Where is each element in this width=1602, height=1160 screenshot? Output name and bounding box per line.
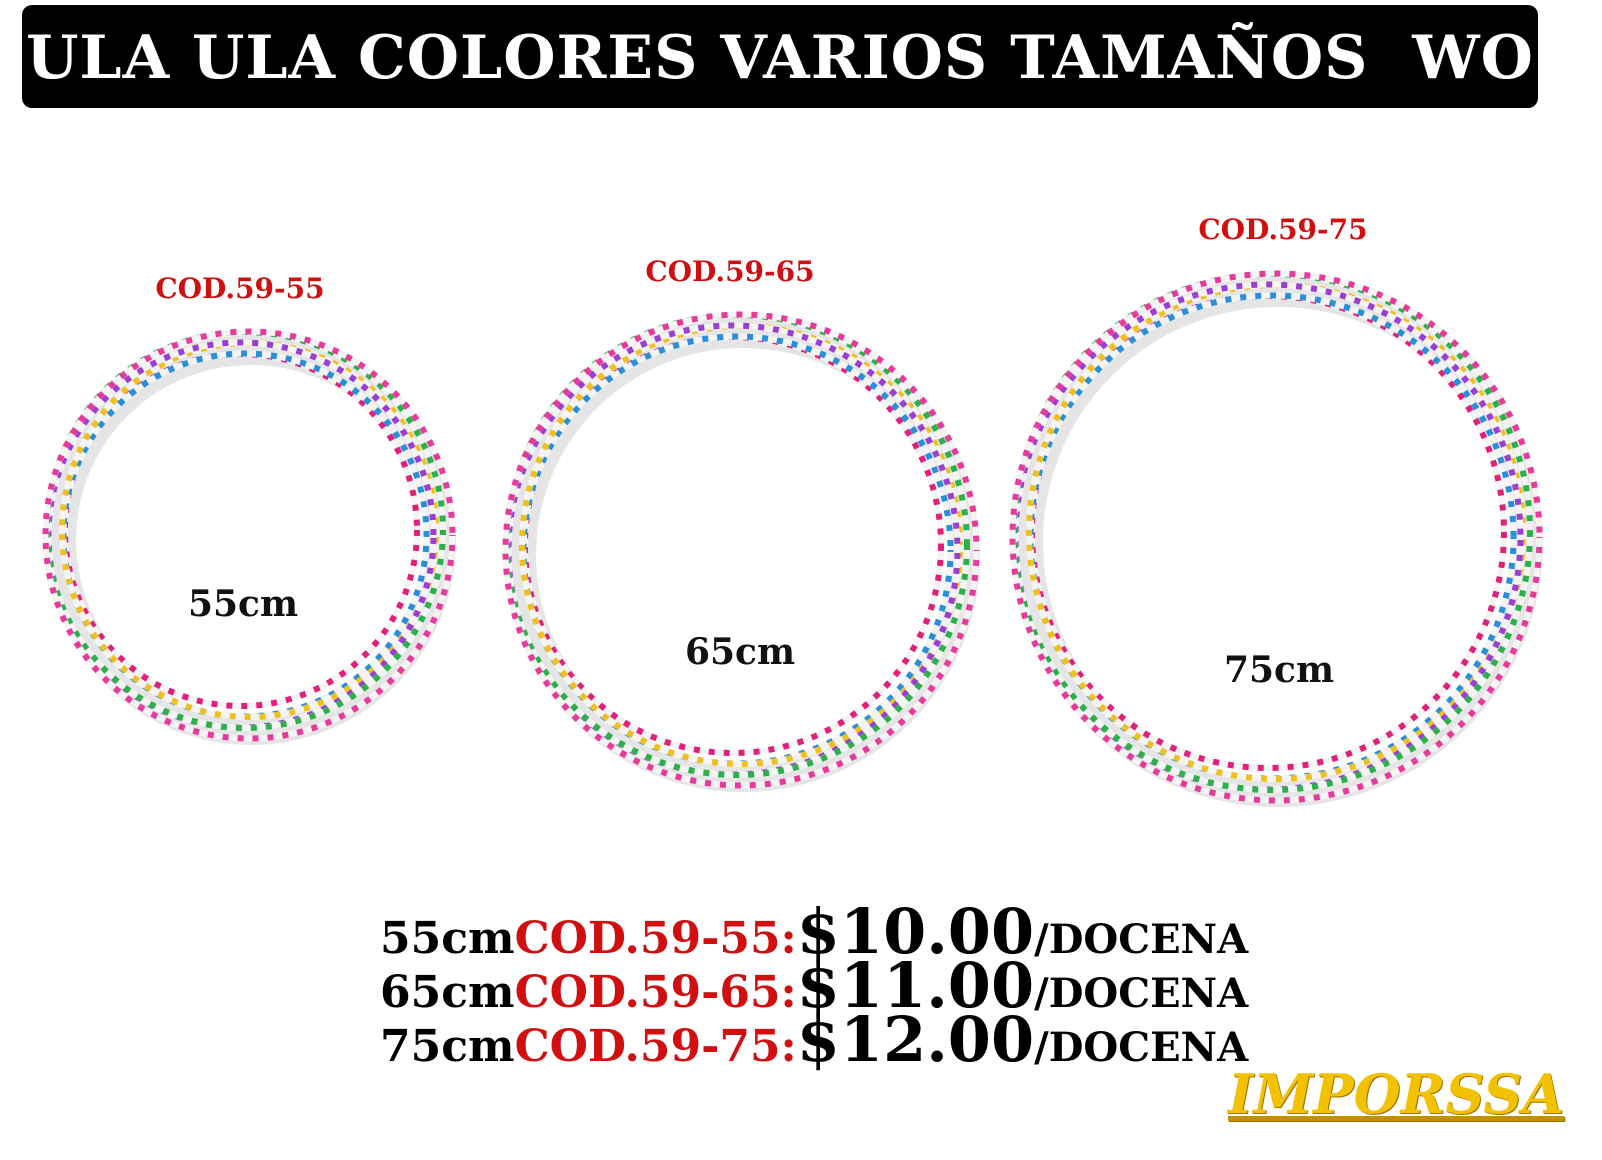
hoop-stripe xyxy=(42,328,456,742)
title-bar: ULA ULA COLORES VARIOS TAMAÑOS WO xyxy=(22,5,1538,108)
hoop-stripe xyxy=(1009,270,1543,804)
hoop-stripe xyxy=(520,333,954,767)
brand: IMPORSSA xyxy=(1228,1062,1565,1126)
price-unit: /DOCENA xyxy=(1034,916,1249,963)
hoop-code: COD.59-75 xyxy=(1198,213,1368,246)
price-unit: /DOCENA xyxy=(1034,1024,1249,1071)
hoop-stripe xyxy=(502,311,980,789)
hoop-size: 65cm xyxy=(684,631,796,673)
price-code: COD.59-55: xyxy=(514,913,797,964)
price-line: 65cm COD.59-65: $11.00/DOCENA xyxy=(380,949,1248,1022)
price-size: 55cm xyxy=(380,913,515,964)
price: $11.00 xyxy=(796,949,1035,1022)
price-size: 75cm xyxy=(380,1021,515,1072)
price: $12.00 xyxy=(796,1003,1035,1076)
price-code: COD.59-65: xyxy=(514,967,797,1018)
hoop-code: COD.59-55 xyxy=(155,272,325,305)
price-line: 55cm COD.59-55: $10.00/DOCENA xyxy=(380,895,1248,968)
price-size: 65cm xyxy=(380,967,515,1018)
price-line: 75cm COD.59-75: $12.00/DOCENA xyxy=(380,1003,1248,1076)
hoop-size: 55cm xyxy=(187,583,299,625)
price-unit: /DOCENA xyxy=(1034,970,1249,1017)
hoop-code: COD.59-65 xyxy=(645,255,815,288)
price: $10.00 xyxy=(796,895,1035,968)
hoop-stripe xyxy=(1027,292,1517,782)
title: ULA ULA COLORES VARIOS TAMAÑOS WO xyxy=(26,23,1534,93)
hoop-size: 75cm xyxy=(1223,649,1335,691)
price-code: COD.59-75: xyxy=(514,1021,797,1072)
